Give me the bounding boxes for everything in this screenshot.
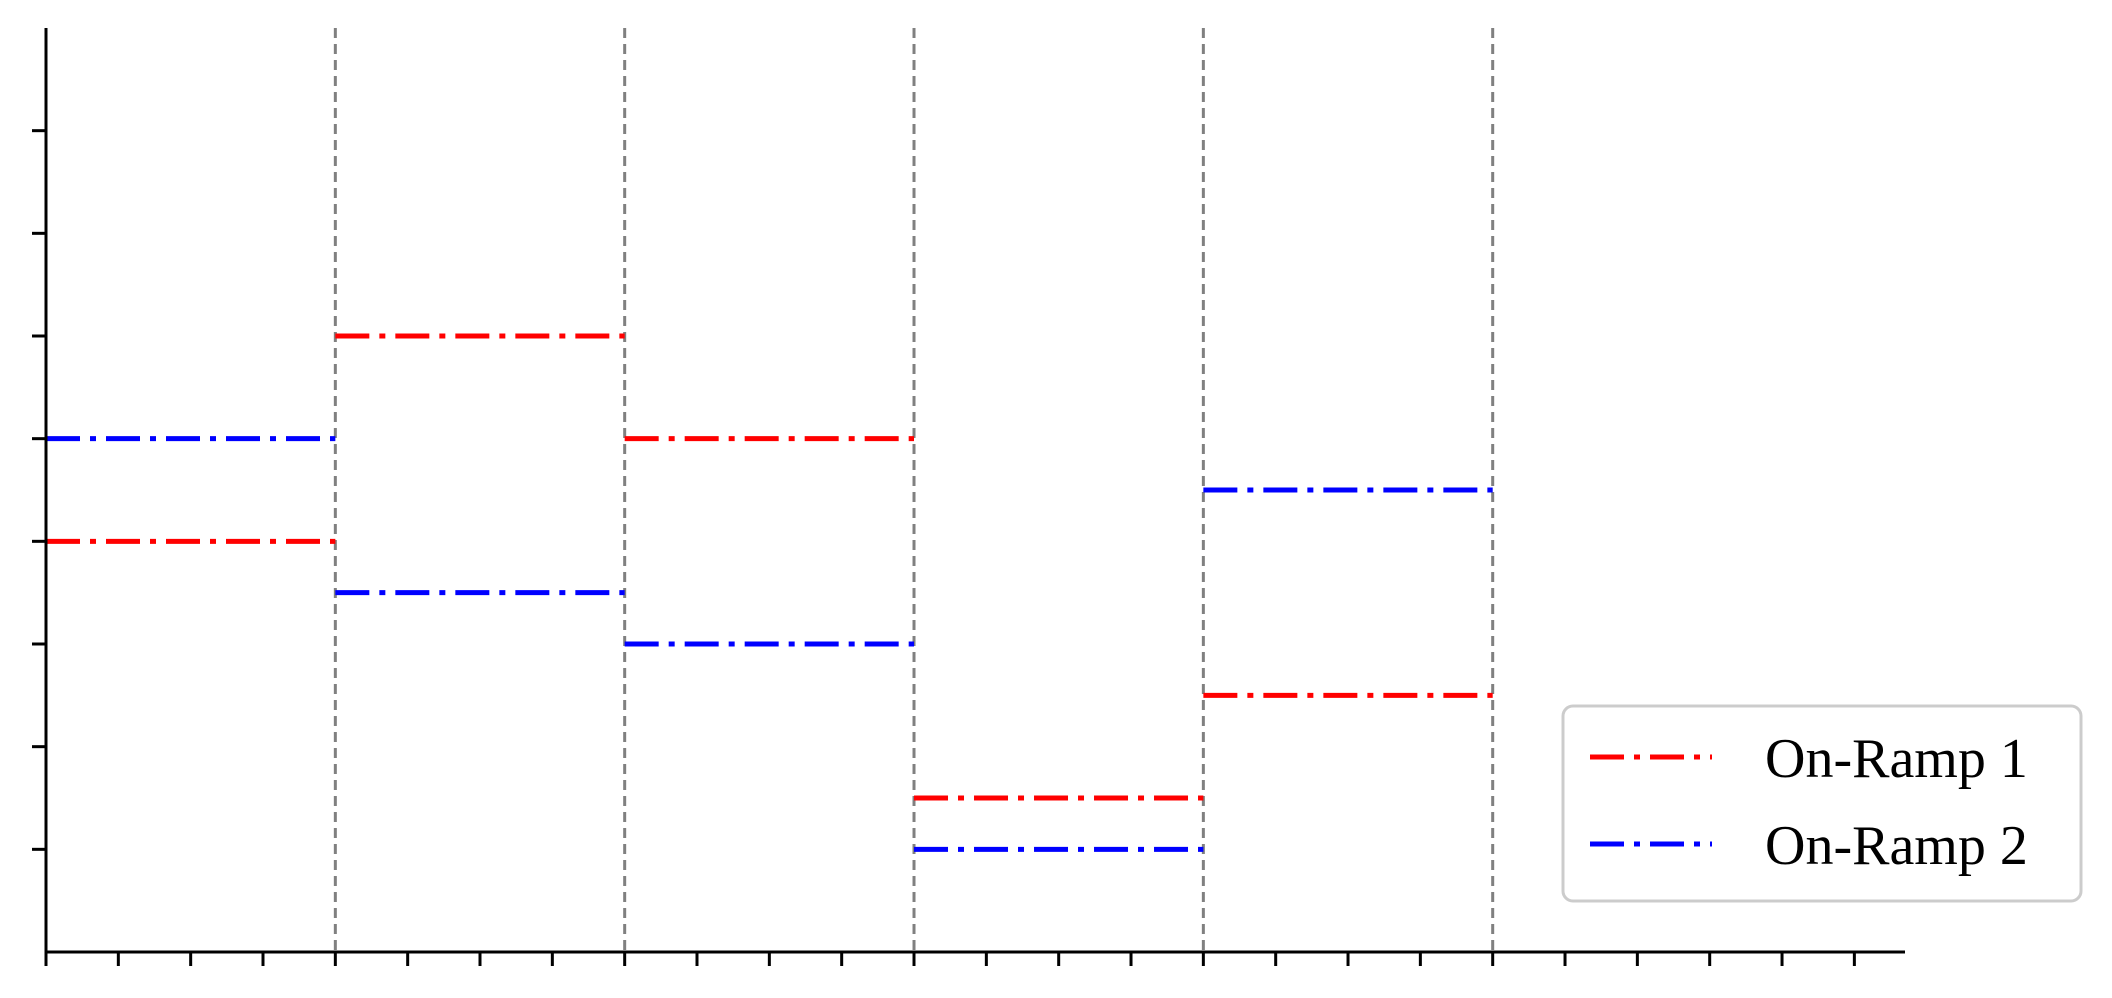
legend-label-on-ramp-1: On-Ramp 1 — [1765, 728, 2028, 790]
axes — [32, 28, 1905, 966]
series-group — [46, 333, 1493, 852]
legend: On-Ramp 1 On-Ramp 2 — [1561, 704, 2083, 903]
reference-lines — [333, 28, 1495, 952]
legend-box — [1561, 704, 2083, 903]
axis-ticks — [32, 129, 1856, 966]
series-1 — [46, 333, 1493, 801]
legend-label-on-ramp-2: On-Ramp 2 — [1765, 815, 2028, 877]
series-2 — [46, 436, 1493, 852]
